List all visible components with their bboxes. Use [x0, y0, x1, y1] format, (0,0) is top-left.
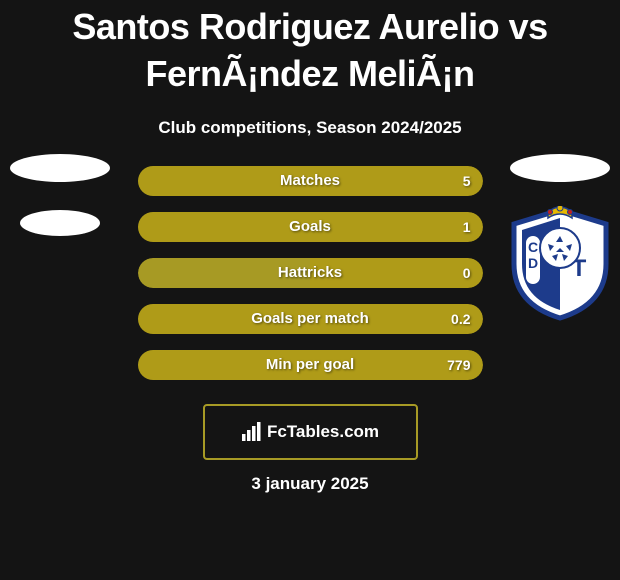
stat-value-right: 0.2 — [451, 304, 470, 334]
svg-text:C: C — [528, 239, 538, 255]
stat-bar: Goals1 — [138, 212, 483, 242]
fctables-badge: FcTables.com — [203, 404, 418, 460]
stat-label: Hattricks — [138, 258, 483, 288]
svg-text:D: D — [528, 255, 538, 271]
stat-label: Matches — [138, 166, 483, 196]
stat-label: Min per goal — [138, 350, 483, 380]
stat-value-right: 1 — [463, 212, 471, 242]
stat-label: Goals — [138, 212, 483, 242]
bar-chart-icon — [241, 422, 261, 442]
player-right-headshot-placeholder — [510, 154, 610, 182]
stat-bar: Goals per match0.2 — [138, 304, 483, 334]
player-left-club-placeholder — [20, 210, 100, 236]
stats-bars: Matches5Goals1Hattricks0Goals per match0… — [138, 166, 483, 380]
tenerife-club-logo: C D T — [508, 206, 612, 322]
comparison-content: C D T Matches5Goals1Hattricks0Goals p — [0, 166, 620, 380]
stat-value-right: 779 — [447, 350, 470, 380]
fctables-text: FcTables.com — [267, 422, 379, 442]
page-title: Santos Rodriguez Aurelio vs FernÃ¡ndez M… — [0, 0, 620, 106]
player-right-column: C D T — [510, 154, 610, 322]
stat-bar: Hattricks0 — [138, 258, 483, 288]
stat-value-right: 5 — [463, 166, 471, 196]
subtitle: Club competitions, Season 2024/2025 — [0, 118, 620, 138]
stat-label: Goals per match — [138, 304, 483, 334]
player-left-column — [10, 154, 110, 236]
stat-value-right: 0 — [463, 258, 471, 288]
stat-bar: Min per goal779 — [138, 350, 483, 380]
player-left-headshot-placeholder — [10, 154, 110, 182]
stat-bar: Matches5 — [138, 166, 483, 196]
date-text: 3 january 2025 — [0, 474, 620, 494]
